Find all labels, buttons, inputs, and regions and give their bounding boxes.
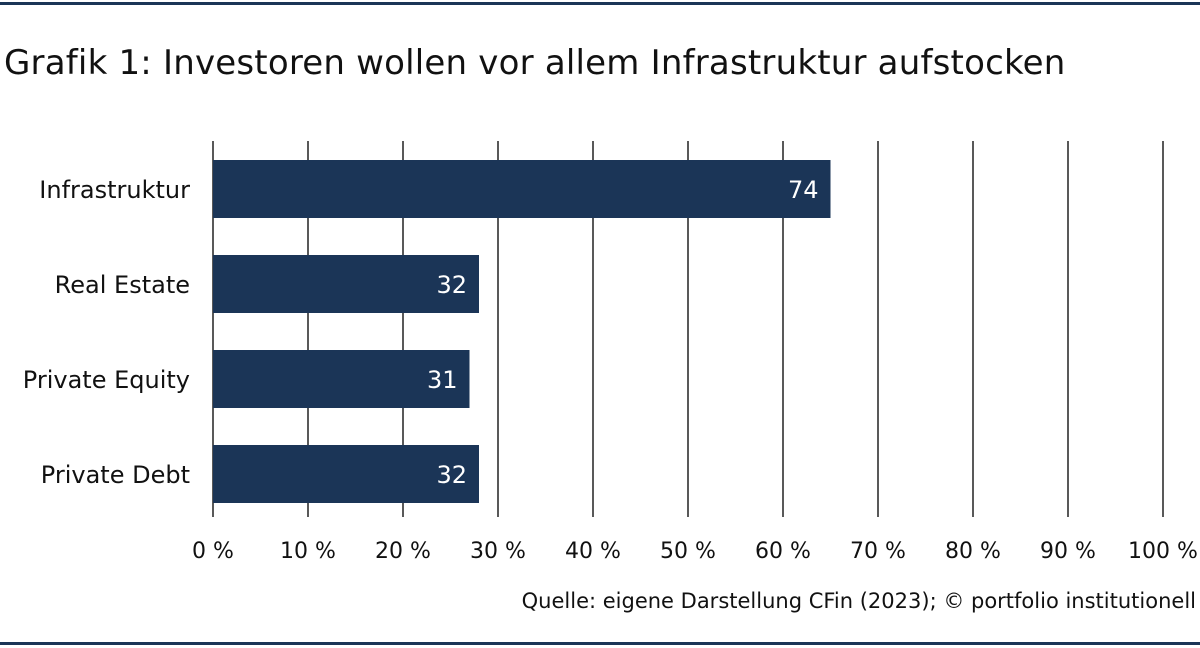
data-label: 32 xyxy=(436,271,467,299)
chart-title: Grafik 1: Investoren wollen vor allem In… xyxy=(4,43,1066,83)
x-tick-label: 100 % xyxy=(1128,539,1198,564)
bar-private-debt xyxy=(213,445,479,503)
x-tick-label: 80 % xyxy=(945,539,1001,564)
source-note: Quelle: eigene Darstellung CFin (2023); … xyxy=(521,589,1196,613)
bar-infrastruktur xyxy=(213,160,831,218)
data-label: 31 xyxy=(427,366,458,394)
x-tick-label: 70 % xyxy=(850,539,906,564)
category-label: Private Equity xyxy=(23,366,190,394)
category-label: Infrastruktur xyxy=(39,176,190,204)
data-label: 74 xyxy=(788,176,819,204)
x-tick-label: 0 % xyxy=(192,539,234,564)
category-label: Private Debt xyxy=(41,461,190,489)
bar-private-equity xyxy=(213,350,470,408)
x-tick-label: 20 % xyxy=(375,539,431,564)
x-tick-label: 50 % xyxy=(660,539,716,564)
bars xyxy=(213,160,831,503)
x-tick-label: 30 % xyxy=(470,539,526,564)
x-tick-label: 90 % xyxy=(1040,539,1096,564)
top-rule xyxy=(0,2,1200,5)
category-label: Real Estate xyxy=(55,271,190,299)
x-tick-label: 60 % xyxy=(755,539,811,564)
labels: 0 % 10 % 20 % 30 % 40 % 50 % 60 % 70 % 80 % 90 % 1… xyxy=(23,176,1198,564)
x-tick-label: 10 % xyxy=(280,539,336,564)
bar-real-estate xyxy=(213,255,479,313)
bottom-rule xyxy=(0,642,1200,645)
data-label: 32 xyxy=(436,461,467,489)
x-tick-label: 40 % xyxy=(565,539,621,564)
